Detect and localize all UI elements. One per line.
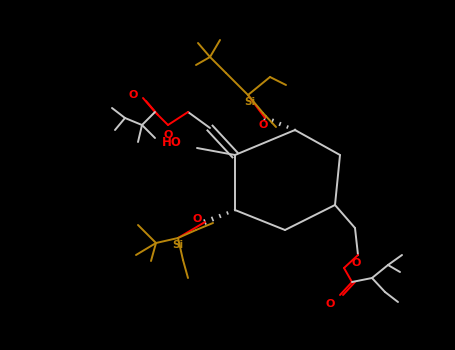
Text: HO: HO	[162, 136, 182, 149]
Text: O: O	[326, 299, 335, 309]
Text: O: O	[352, 258, 361, 268]
Text: O: O	[129, 90, 138, 100]
Text: Si: Si	[172, 240, 183, 250]
Text: Si: Si	[244, 97, 256, 107]
Text: O: O	[163, 130, 173, 140]
Text: O: O	[258, 120, 268, 130]
Text: O: O	[192, 214, 202, 224]
